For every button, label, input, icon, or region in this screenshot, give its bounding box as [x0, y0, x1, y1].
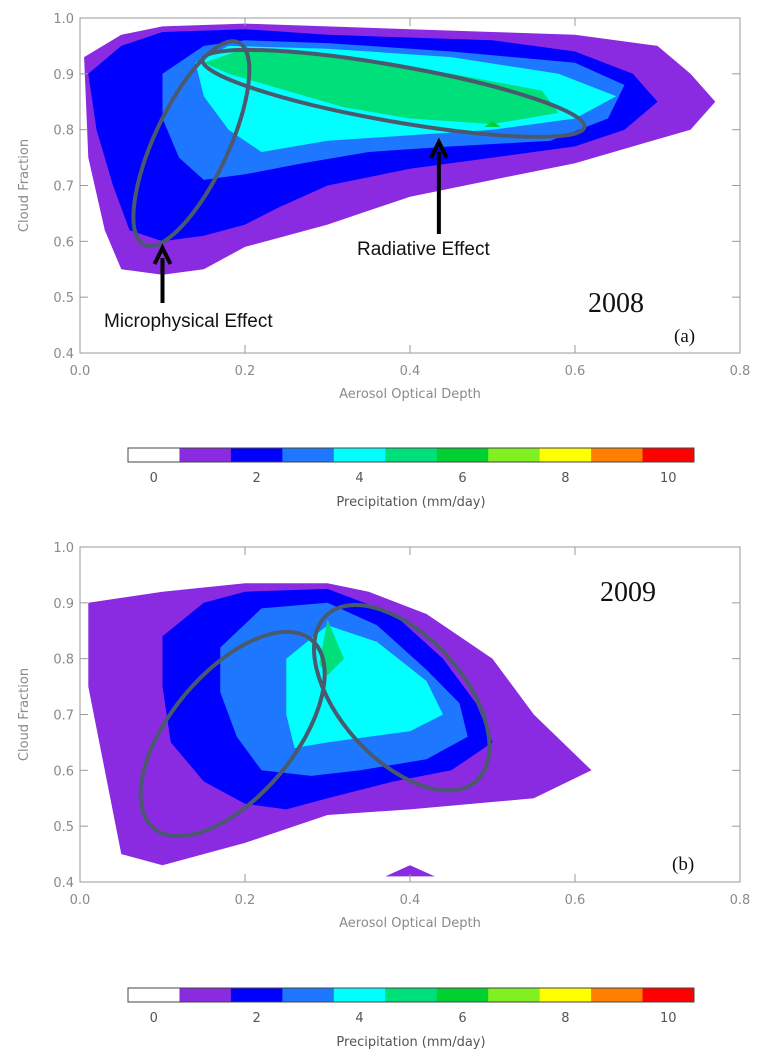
- colorbar-swatch: [179, 988, 232, 1002]
- y-tick-label: 0.7: [53, 709, 74, 724]
- panel-label: (a): [674, 326, 695, 347]
- colorbar-tick-label: 10: [660, 471, 677, 486]
- x-tick-label: 0.8: [730, 893, 751, 908]
- colorbar-title: Precipitation (mm/day): [336, 495, 485, 510]
- contour-level-6: [484, 121, 501, 127]
- colorbar-tick-label: 2: [252, 471, 260, 486]
- x-tick-label: 0.6: [565, 364, 586, 379]
- colorbar-swatch: [436, 448, 489, 462]
- radiative-arrowhead: [429, 137, 449, 159]
- year-label: 2008: [588, 288, 644, 319]
- colorbar-swatch: [230, 988, 283, 1002]
- radiative-effect-label: Radiative Effect: [357, 239, 490, 260]
- y-axis-label: Cloud Fraction: [17, 139, 32, 232]
- colorbar-swatch: [385, 988, 438, 1002]
- y-tick-label: 0.8: [53, 653, 74, 668]
- contours: [80, 583, 592, 888]
- colorbar-tick-label: 6: [458, 471, 466, 486]
- contours: [84, 23, 716, 275]
- colorbar-swatch: [488, 988, 541, 1002]
- colorbar-swatch: [333, 988, 386, 1002]
- panel-b: 0.0 0.2 0.4 0.6 0.8 0.4 0.5 0.6 0.7 0.8 0.9 1.0 Aero…: [17, 541, 750, 931]
- colorbar-swatch: [436, 988, 489, 1002]
- x-tick-label: 0.2: [235, 364, 256, 379]
- x-tick-label: 0.4: [400, 893, 421, 908]
- microphysical-effect-label: Microphysical Effect: [104, 311, 273, 332]
- colorbar-swatch: [642, 448, 695, 462]
- colorbar-frame: [127, 987, 695, 1003]
- x-tick-label: 0.0: [70, 364, 91, 379]
- x-tick-label: 0.0: [70, 893, 91, 908]
- x-tick-label: 0.2: [235, 893, 256, 908]
- colorbar-swatch: [333, 448, 386, 462]
- colorbar-swatch: [642, 988, 695, 1002]
- microphysical-ellipse: [138, 629, 327, 839]
- y-tick-label: 0.7: [53, 180, 74, 195]
- colorbar-swatch: [282, 988, 335, 1002]
- x-tick-label: 0.8: [730, 364, 751, 379]
- year-label: 2009: [600, 577, 656, 608]
- colorbar-swatch: [282, 448, 335, 462]
- colorbar-tick-label: 2: [252, 1011, 260, 1026]
- y-tick-label: 0.5: [53, 820, 74, 835]
- x-tick-label: 0.6: [565, 893, 586, 908]
- y-tick-label: 0.6: [53, 764, 74, 779]
- colorbar-swatch: [230, 448, 283, 462]
- colorbar: 0 2 4 6 8 10 Precipitation (mm/day): [127, 447, 695, 510]
- colorbar-tick-label: 8: [561, 471, 569, 486]
- y-tick-label: 0.9: [53, 68, 74, 83]
- colorbar-swatch: [128, 448, 180, 462]
- colorbar-swatch: [591, 448, 644, 462]
- colorbar-title: Precipitation (mm/day): [336, 1035, 485, 1050]
- y-tick-label: 0.4: [53, 347, 74, 362]
- colorbar: 0 2 4 6 8 10 Precipitation (mm/day): [127, 987, 695, 1050]
- y-tick-label: 1.0: [53, 12, 74, 27]
- colorbar-tick-label: 4: [355, 471, 363, 486]
- y-axis-label: Cloud Fraction: [17, 668, 32, 761]
- colorbar-swatch: [488, 448, 541, 462]
- panel-label: (b): [672, 854, 694, 875]
- colorbar-tick-label: 6: [458, 1011, 466, 1026]
- x-axis-label: Aerosol Optical Depth: [339, 387, 481, 402]
- colorbar-swatch: [591, 988, 644, 1002]
- colorbar-swatch: [539, 448, 592, 462]
- y-tick-label: 1.0: [53, 541, 74, 556]
- contour-level-5: [203, 48, 559, 125]
- y-tick-label: 0.8: [53, 124, 74, 139]
- colorbar-tick-label: 4: [355, 1011, 363, 1026]
- y-tick-label: 0.4: [53, 876, 74, 891]
- y-tick-label: 0.9: [53, 597, 74, 612]
- microphysical-ellipse: [131, 39, 252, 249]
- y-tick-label: 0.5: [53, 291, 74, 306]
- colorbar-swatch: [539, 988, 592, 1002]
- contour-level-1: [80, 882, 97, 888]
- contour-level-1: [385, 865, 435, 877]
- microphysical-arrowhead: [152, 243, 173, 265]
- colorbar-tick-label: 0: [150, 471, 158, 486]
- x-axis-label: Aerosol Optical Depth: [339, 916, 481, 931]
- colorbar-swatch: [385, 448, 438, 462]
- colorbar-tick-label: 0: [150, 1011, 158, 1026]
- colorbar-swatch: [179, 448, 232, 462]
- radiative-ellipse: [312, 603, 492, 793]
- x-tick-label: 0.4: [400, 364, 421, 379]
- radiative-ellipse: [200, 47, 587, 139]
- colorbar-tick-label: 8: [561, 1011, 569, 1026]
- colorbar-swatch: [128, 988, 180, 1002]
- colorbar-frame: [127, 447, 695, 463]
- y-tick-label: 0.6: [53, 235, 74, 250]
- panel-a: 0.0 0.2 0.4 0.6 0.8 0.4 0.5 0.6 0.7 0.8 0.9 1.0 Aero…: [17, 12, 750, 402]
- colorbar-tick-label: 10: [660, 1011, 677, 1026]
